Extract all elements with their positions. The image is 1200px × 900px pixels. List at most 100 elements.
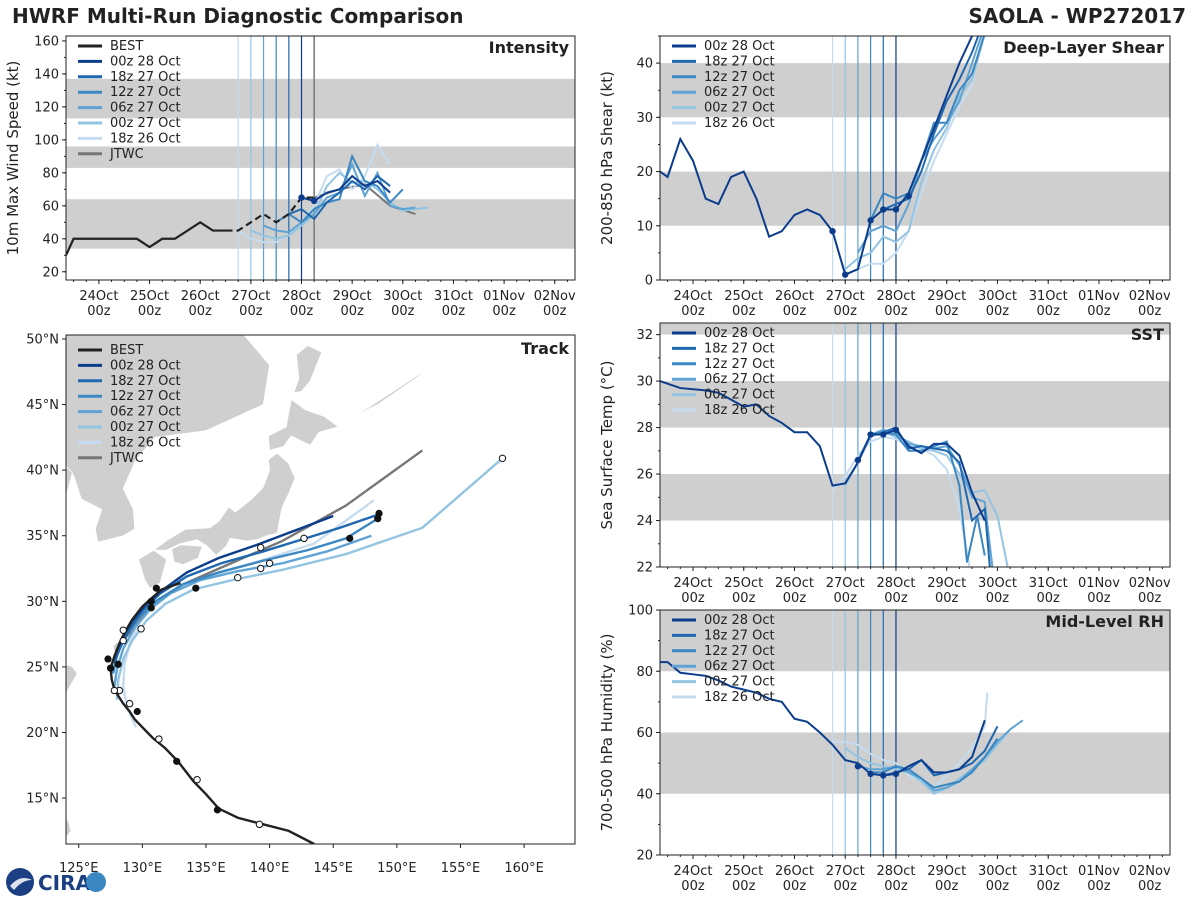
track-marker-filled	[106, 664, 115, 672]
x-tick-label: 01Nov	[1078, 289, 1120, 304]
x-tick-label: 00z	[935, 304, 959, 319]
panel-title: Deep-Layer Shear	[1003, 38, 1164, 57]
track-marker-open	[155, 735, 163, 743]
init-marker	[298, 194, 305, 201]
legend-label: 18z 26 Oct	[704, 116, 775, 131]
init-marker	[880, 431, 887, 438]
logo-swirl-icon	[10, 878, 32, 890]
cira-logo: CIRA	[6, 868, 106, 896]
x-tick-label: 00z	[1138, 879, 1162, 894]
x-tick-label: 00z	[239, 304, 263, 319]
track-marker-filled	[147, 597, 155, 605]
x-tick-label: 125°E	[59, 861, 99, 876]
x-tick-label: 31Oct	[1029, 576, 1068, 591]
y-tick-label: 20	[636, 165, 653, 180]
legend-label: 00z 27 Oct	[704, 388, 775, 403]
x-tick-label: 28Oct	[282, 289, 321, 304]
track-marker-open	[110, 686, 119, 695]
land-shape	[345, 367, 429, 421]
track-marker-open	[119, 636, 127, 645]
land-shape	[152, 452, 296, 556]
x-tick-label: 29Oct	[927, 576, 966, 591]
x-tick-label: 00z	[1087, 879, 1111, 894]
y-tick-label: 10	[636, 219, 653, 234]
plot-frame	[65, 35, 576, 281]
x-tick-label: 00z	[442, 304, 466, 319]
x-tick-label: 29Oct	[333, 289, 372, 304]
init-marker	[854, 456, 862, 464]
y-tick-label: 15°N	[26, 792, 59, 807]
x-tick-label: 25Oct	[724, 864, 763, 879]
legend-label: 00z 28 Oct	[110, 54, 181, 69]
track-marker-open	[265, 559, 274, 567]
plot-area	[660, 36, 986, 280]
series-line-00z-28-oct	[660, 380, 986, 521]
track-marker-open	[119, 626, 127, 634]
x-tick-label: 00z	[1138, 591, 1162, 606]
y-tick-label: 60	[42, 199, 59, 214]
threshold-band	[660, 381, 1170, 428]
x-tick-label: 31Oct	[1029, 864, 1068, 879]
legend-label: BEST	[110, 39, 143, 54]
x-tick-label: 00z	[783, 879, 807, 894]
x-tick-label: 00z	[834, 591, 858, 606]
x-tick-label: 28Oct	[876, 576, 915, 591]
init-marker	[892, 770, 900, 778]
track-marker-filled	[152, 584, 160, 592]
series-line-00z-28-oct	[660, 36, 974, 276]
x-tick-label: 00z	[732, 591, 756, 606]
legend-label: 06z 27 Oct	[110, 101, 181, 116]
y-tick-label: 25°N	[26, 660, 59, 675]
legend-label: 18z 27 Oct	[110, 70, 181, 85]
x-tick-label: 00z	[138, 304, 162, 319]
init-marker	[867, 431, 874, 438]
legend-label: 06z 27 Oct	[110, 405, 181, 420]
x-tick-label: 160°E	[504, 861, 544, 876]
panel-title: Mid-Level RH	[1045, 612, 1164, 631]
legend-label: 18z 26 Oct	[704, 403, 775, 418]
track-marker-open	[193, 776, 201, 784]
x-tick-label: 00z	[1037, 591, 1061, 606]
init-marker	[892, 426, 900, 434]
track-marker-filled	[346, 534, 354, 542]
series-line-18z-26-oct	[831, 36, 984, 276]
series-line-12z-27-oct	[870, 738, 999, 789]
legend-label: 00z 27 Oct	[704, 101, 775, 116]
x-tick-label: 00z	[543, 304, 567, 319]
x-tick-label: 24Oct	[673, 864, 712, 879]
track-marker-open	[498, 454, 507, 463]
x-tick-label: 130°E	[123, 861, 163, 876]
legend-label: 18z 26 Oct	[704, 690, 775, 705]
x-tick-label: 27Oct	[231, 289, 270, 304]
track-marker-filled	[114, 660, 122, 668]
init-marker	[854, 762, 862, 770]
panel-shear: 01020304024Oct00z25Oct00z26Oct00z27Oct00…	[598, 35, 1171, 319]
init-marker	[310, 197, 318, 205]
x-tick-label: 00z	[492, 304, 516, 319]
x-tick-label: 01Nov	[483, 289, 525, 304]
series-line-00z-27-oct	[844, 728, 1011, 795]
legend-label: 00z 27 Oct	[110, 420, 181, 435]
init-marker	[892, 206, 900, 213]
x-tick-label: 00z	[935, 591, 959, 606]
threshold-band	[66, 199, 575, 249]
series-line-18z-26-oct	[832, 692, 989, 789]
plot-area	[660, 610, 1024, 855]
x-tick-label: 24Oct	[79, 289, 118, 304]
init-marker	[880, 206, 887, 213]
legend-label: 00z 28 Oct	[704, 613, 775, 628]
x-tick-label: 31Oct	[434, 289, 473, 304]
series-line-18z-26-oct	[237, 142, 391, 244]
panel-title: Intensity	[489, 38, 570, 57]
init-marker	[880, 772, 887, 779]
x-tick-label: 00z	[834, 879, 858, 894]
x-tick-label: 00z	[189, 304, 213, 319]
panel-intensity: 2040608010012014016024Oct00z25Oct00z26Oc…	[4, 34, 576, 319]
x-tick-label: 02Nov	[1129, 289, 1171, 304]
y-tick-label: 30°N	[26, 595, 59, 610]
track-line-18z-27-oct	[113, 513, 379, 664]
x-tick-label: 30Oct	[978, 289, 1017, 304]
x-tick-label: 00z	[935, 879, 959, 894]
x-tick-label: 01Nov	[1078, 864, 1120, 879]
threshold-band	[660, 474, 1170, 521]
